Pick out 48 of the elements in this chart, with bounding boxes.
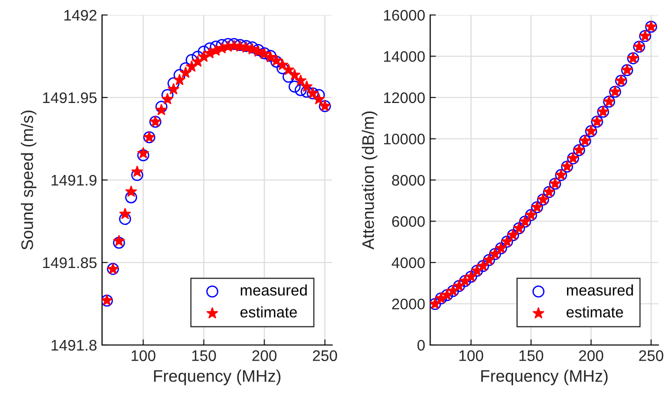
legend-label: estimate bbox=[240, 306, 297, 318]
x-tick-label: 100 bbox=[459, 350, 484, 362]
y-tick-label: 2000 bbox=[392, 298, 425, 310]
y-tick-label: 6000 bbox=[392, 216, 425, 227]
y-tick-label: 1491.95 bbox=[43, 92, 97, 104]
x-tick-label: 200 bbox=[252, 350, 276, 362]
x-tick-label: 200 bbox=[579, 350, 604, 362]
point bbox=[288, 69, 300, 80]
y-tick-label: 0 bbox=[417, 340, 425, 351]
y-tick-label: 16000 bbox=[384, 10, 425, 21]
legend-label: measured bbox=[240, 284, 307, 296]
y-tick-label: 8000 bbox=[392, 174, 425, 186]
point bbox=[131, 166, 143, 177]
y-tick-label: 1492 bbox=[64, 10, 96, 21]
y-axis-title: Attenuation (dB/m) bbox=[362, 112, 378, 250]
point bbox=[156, 104, 168, 116]
y-tick-label: 1491.8 bbox=[52, 340, 97, 351]
point bbox=[137, 147, 149, 158]
y-tick-label: 1491.85 bbox=[43, 257, 97, 268]
point bbox=[313, 93, 325, 104]
point bbox=[174, 74, 186, 85]
x-axis-title: Frequency (MHz) bbox=[481, 370, 608, 386]
point bbox=[125, 186, 137, 197]
point bbox=[294, 74, 306, 86]
point bbox=[276, 58, 288, 70]
point bbox=[180, 66, 192, 78]
x-tick-label: 250 bbox=[312, 350, 338, 362]
y-axis-title: Sound speed (m/s) bbox=[20, 110, 36, 250]
point bbox=[168, 83, 180, 94]
point bbox=[300, 80, 312, 92]
x-tick-label: 250 bbox=[639, 350, 664, 362]
x-tick-label: 150 bbox=[519, 350, 544, 362]
point bbox=[192, 56, 204, 67]
x-tick-label: 100 bbox=[132, 350, 156, 362]
point bbox=[113, 235, 125, 246]
point bbox=[119, 208, 131, 219]
y-tick-label: 1491.9 bbox=[52, 174, 96, 186]
legend-label: measured bbox=[566, 284, 633, 296]
point bbox=[186, 60, 198, 72]
y-tick-label: 12000 bbox=[384, 92, 425, 104]
point bbox=[162, 93, 174, 104]
y-tick-label: 4000 bbox=[392, 257, 425, 268]
y-tick-label: 14000 bbox=[384, 51, 425, 62]
x-axis-title: Frequency (MHz) bbox=[154, 370, 280, 386]
legend-label: estimate bbox=[566, 306, 624, 318]
x-tick-label: 150 bbox=[192, 350, 216, 362]
y-tick-label: 10000 bbox=[384, 134, 425, 144]
point bbox=[282, 64, 294, 75]
